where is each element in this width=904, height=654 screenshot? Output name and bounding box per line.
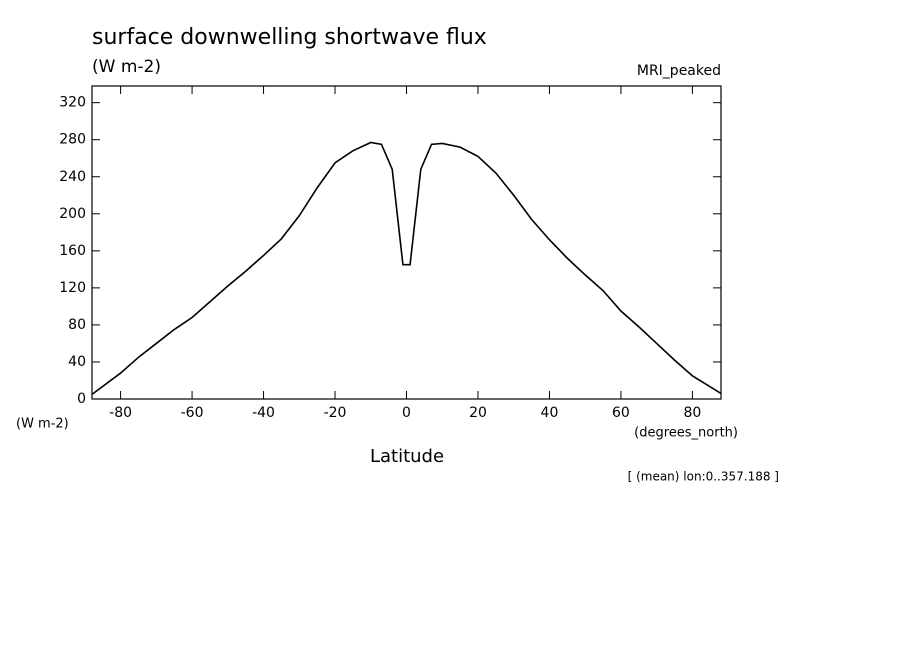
plot-frame xyxy=(91,85,722,400)
y-tick-label: 120 xyxy=(59,280,86,296)
x-tick-label: 60 xyxy=(612,405,630,421)
x-tick-label: -40 xyxy=(252,405,275,421)
x-tick-label: -60 xyxy=(181,405,204,421)
y-tick-label: 80 xyxy=(68,317,86,333)
y-tick-label: 240 xyxy=(59,169,86,185)
x-axis-title: Latitude xyxy=(370,446,444,467)
chart-subtitle: (W m-2) xyxy=(92,57,161,77)
x-tick-label: 40 xyxy=(541,405,559,421)
x-unit-label: (degrees_north) xyxy=(634,426,738,441)
annotation: [ (mean) lon:0..357.188 ] xyxy=(628,470,779,484)
x-tick-label: 0 xyxy=(402,405,411,421)
y-tick-label: 200 xyxy=(59,206,86,222)
y-tick-label: 40 xyxy=(68,354,86,370)
chart-title: surface downwelling shortwave flux xyxy=(92,25,487,50)
x-tick-label: 20 xyxy=(469,405,487,421)
y-tick-label: 280 xyxy=(59,132,86,148)
y-tick-label: 160 xyxy=(59,243,86,259)
x-tick-label: 80 xyxy=(683,405,701,421)
y-tick-label: 0 xyxy=(77,391,86,407)
x-tick-label: -20 xyxy=(324,405,347,421)
x-tick-label: -80 xyxy=(109,405,132,421)
y-unit-label: (W m-2) xyxy=(16,417,69,432)
y-tick-label: 320 xyxy=(59,95,86,111)
dataset-label: MRI_peaked xyxy=(637,63,721,79)
data-line xyxy=(91,141,722,396)
